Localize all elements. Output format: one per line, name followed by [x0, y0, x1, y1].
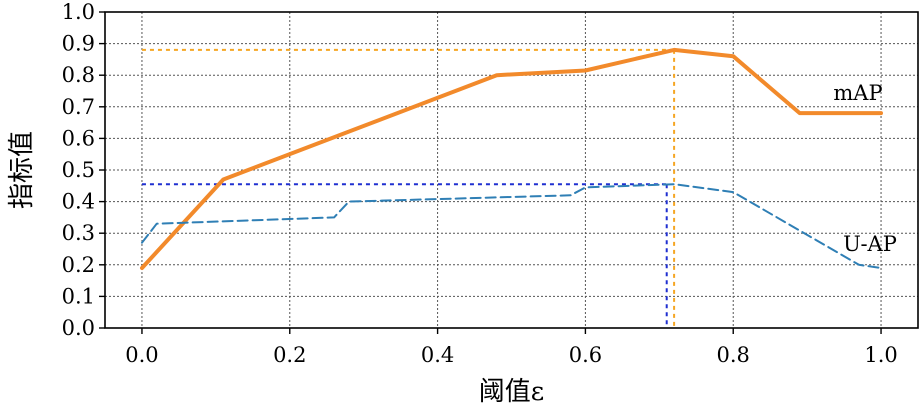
y-tick-label: 0.9	[62, 32, 95, 56]
y-tick-label: 0.3	[62, 221, 95, 245]
series-lines	[140, 47, 883, 270]
y-tick-label: 0.8	[62, 63, 95, 87]
reference-lines	[141, 48, 676, 328]
y-tick-label: 0.2	[62, 253, 95, 277]
x-tick-label: 1.0	[864, 343, 897, 367]
y-tick-label: 0.4	[62, 190, 95, 214]
x-axis-title: 阈值ε	[479, 377, 544, 407]
y-tick-label: 0.6	[62, 126, 95, 150]
y-tick-label: 0.1	[62, 284, 95, 308]
series-line-u-ap	[141, 183, 882, 269]
series-label-map: mAP	[833, 81, 882, 105]
x-tick-label: 0.6	[569, 343, 602, 367]
x-tick-label: 0.0	[125, 343, 158, 367]
y-tick-label: 1.0	[62, 0, 95, 24]
series-labels: mAP U-AP	[833, 81, 896, 256]
y-tick-label: 0.7	[62, 95, 95, 119]
series-line-map	[140, 47, 883, 270]
y-tick-label: 0.5	[62, 158, 95, 182]
y-axis-title: 指标值	[7, 131, 37, 209]
series-label-u-ap: U-AP	[843, 232, 897, 256]
y-tick-label: 0.0	[62, 316, 95, 340]
x-tick-label: 0.8	[717, 343, 750, 367]
x-tick-label: 0.4	[421, 343, 454, 367]
axis-ticks: 0.0 0.2 0.4 0.6 0.8 1.0 0.0 0.1 0.2 0.3 0.4 0.5 0.6 0…	[62, 0, 898, 367]
grid-lines	[105, 12, 918, 328]
x-tick-label: 0.2	[273, 343, 306, 367]
